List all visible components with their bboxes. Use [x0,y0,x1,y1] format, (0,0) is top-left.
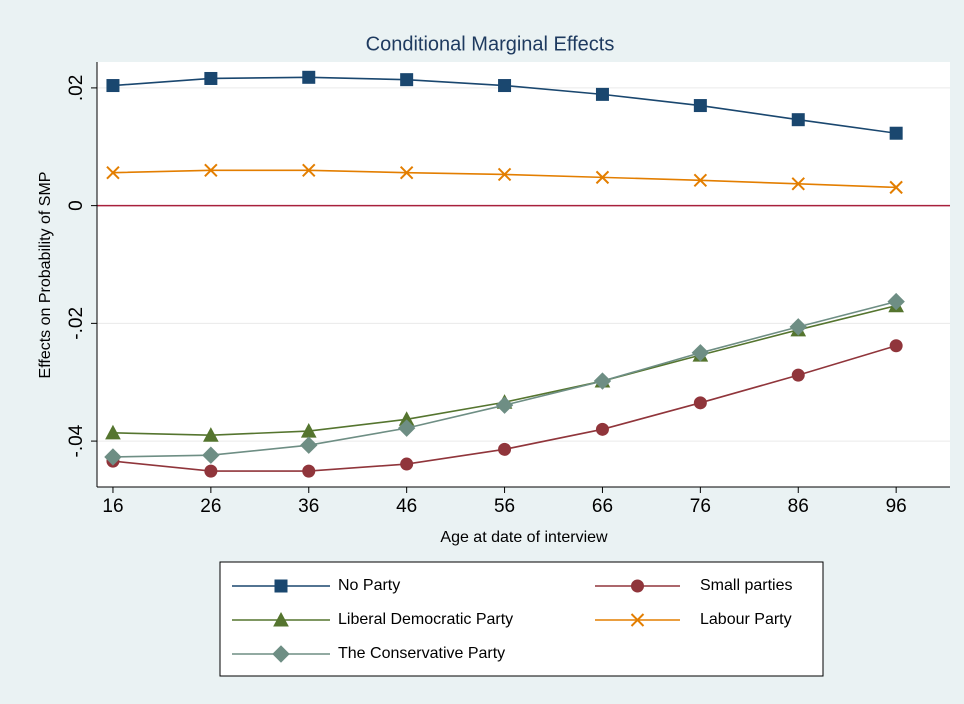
marker [495,396,514,414]
legend-label: No Party [338,577,400,594]
y-axis-label: Effects on Probability of SMP [37,172,54,379]
marker [302,163,316,178]
x-tick-label: 16 [102,496,123,517]
x-tick-label: 66 [592,496,613,517]
marker [104,448,122,466]
marker [789,318,807,336]
legend [219,561,824,677]
marker [498,442,512,456]
marker [400,457,414,471]
marker [887,292,905,311]
legend-marker [272,645,290,663]
marker [693,99,707,113]
legend-label: Liberal Democratic Party [338,611,513,628]
y-tick-label: 0 [66,200,87,211]
legend-marker [274,579,288,593]
marker [889,180,903,195]
marker [400,73,414,87]
marker [202,446,220,464]
legend-label: Small parties [700,577,792,594]
x-tick-label: 36 [298,496,319,517]
marker [497,167,512,182]
marker [889,339,903,353]
legend-label: The Conservative Party [338,645,505,662]
marker [397,419,416,437]
marker [595,87,609,101]
marker [203,427,219,442]
x-axis-label: Age at date of interview [440,529,608,546]
marker [791,177,805,191]
marker [593,372,612,390]
marker [693,173,708,188]
marker [204,464,218,478]
marker [204,71,218,85]
legend-marker [631,579,644,593]
marker [791,113,805,127]
marker [693,396,707,410]
chart-title: Conditional Marginal Effects [366,33,615,55]
y-tick-label: .02 [66,75,87,101]
marker [595,170,610,185]
plot-area [97,62,950,487]
y-tick-label: -.04 [66,424,87,457]
x-tick-label: 76 [690,496,711,517]
y-tick-label: -.02 [66,307,87,340]
x-tick-label: 26 [200,496,221,517]
x-tick-label: 86 [788,496,809,517]
x-tick-label: 46 [396,496,417,517]
marker [889,126,903,140]
x-tick-label: 96 [886,496,907,517]
legend-marker [630,613,645,627]
x-tick-label: 56 [494,496,515,517]
marker [106,165,120,180]
marker [791,368,805,382]
marker [300,436,318,454]
marker [302,70,316,84]
legend-marker [273,611,289,627]
marker [106,79,120,93]
marker [105,424,121,440]
marker [595,422,609,436]
marker [691,344,710,362]
marker [498,79,512,93]
marker [302,464,316,478]
legend-label: Labour Party [700,611,792,628]
marker [204,163,218,178]
marker [399,165,414,180]
